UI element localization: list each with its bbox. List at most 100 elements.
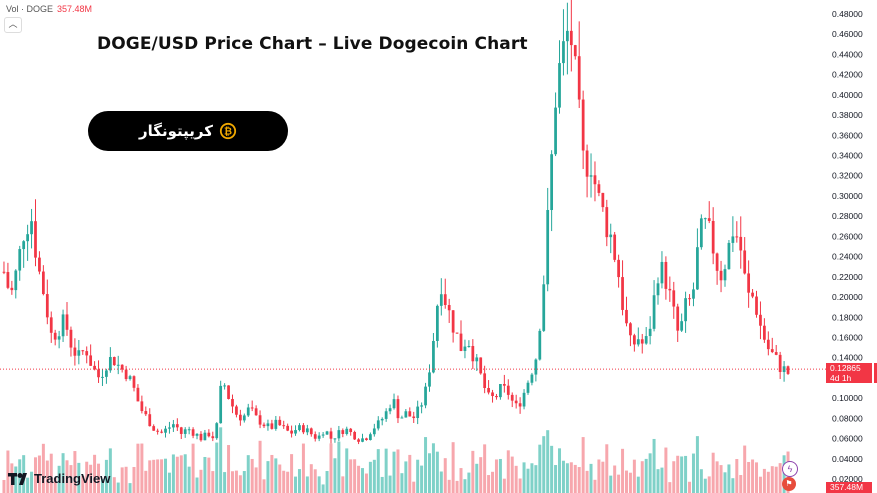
candle-body	[668, 288, 672, 291]
candle-body	[644, 336, 648, 344]
candle-body	[77, 350, 81, 356]
volume-bar	[660, 467, 664, 493]
candle-body	[538, 330, 542, 360]
volume-bar	[258, 440, 262, 493]
volume-bar	[593, 479, 597, 493]
volume-legend-label: Vol · DOGE	[6, 4, 54, 14]
volume-bar	[424, 437, 428, 493]
candle-body	[684, 298, 687, 322]
volume-bar	[104, 459, 108, 493]
volume-bar	[538, 444, 542, 493]
volume-bar	[715, 461, 719, 493]
volume-bar	[353, 459, 357, 493]
volume-bar	[337, 441, 341, 493]
candle-body	[782, 366, 786, 373]
candle-body	[550, 154, 554, 211]
candle-body	[747, 273, 751, 293]
volume-bar	[581, 437, 585, 493]
volume-bar	[652, 438, 656, 493]
volume-bar	[617, 474, 621, 493]
volume-bar	[664, 447, 668, 493]
candle-body	[542, 284, 546, 331]
volume-bar	[321, 484, 325, 493]
volume-bar	[361, 468, 365, 493]
candle-body	[199, 433, 203, 441]
volume-bar	[49, 453, 53, 493]
volume-bar	[695, 436, 699, 493]
candle-body	[562, 41, 565, 64]
volume-bar	[223, 472, 227, 493]
volume-bar	[475, 463, 479, 493]
candle-body	[53, 332, 57, 340]
volume-bar	[195, 477, 199, 493]
volume-bar	[636, 476, 640, 493]
volume-bar	[65, 460, 69, 493]
y-tick-label: 0.06000	[832, 434, 863, 444]
candle-body	[506, 385, 510, 395]
volume-bar	[680, 456, 684, 493]
brand-badge: کریپتونگار ₿	[88, 111, 288, 151]
y-tick-label: 0.26000	[832, 231, 863, 241]
volume-bar	[148, 460, 152, 493]
volume-bar	[132, 466, 136, 493]
candle-body	[349, 428, 353, 433]
candle-body	[605, 207, 609, 238]
volume-bar	[691, 453, 695, 493]
candlesticks	[2, 0, 790, 445]
volume-bar	[199, 469, 203, 493]
candle-body	[18, 249, 22, 271]
volume-bar	[699, 469, 703, 493]
collapse-legend-button[interactable]: ︿	[4, 17, 22, 33]
volume-bar	[211, 471, 215, 493]
candle-body	[179, 427, 183, 434]
volume-bar	[573, 464, 577, 493]
candle-body	[558, 63, 561, 108]
candle-body	[636, 339, 640, 345]
volume-bar	[164, 458, 168, 493]
volume-bar	[648, 453, 652, 493]
candle-body	[715, 253, 719, 271]
volume-bar	[762, 468, 766, 493]
candle-body	[26, 234, 29, 242]
candle-body	[329, 431, 333, 439]
volume-bar	[597, 459, 601, 493]
candle-body	[286, 425, 290, 431]
candle-body	[164, 428, 167, 433]
flag-event-icon[interactable]: ⚑	[782, 477, 796, 491]
candle-body	[613, 234, 617, 260]
candle-body	[227, 385, 230, 399]
candle-body	[298, 425, 301, 431]
volume-bar	[569, 462, 573, 493]
candle-body	[108, 357, 112, 371]
volume-bar	[364, 473, 368, 493]
tradingview-logo[interactable]: TradingView	[8, 471, 110, 486]
volume-bar	[274, 458, 278, 493]
candle-body	[345, 428, 349, 434]
lightning-event-icon[interactable]: ϟ	[782, 461, 798, 477]
candle-body	[207, 432, 211, 437]
volume-bar	[471, 450, 475, 493]
candle-body	[526, 382, 530, 393]
y-tick-label: 0.18000	[832, 312, 863, 322]
candle-body	[34, 221, 37, 258]
volume-bar	[431, 443, 435, 493]
y-tick-label: 0.14000	[832, 353, 863, 363]
volume-bar	[494, 459, 498, 493]
volume-bar	[152, 459, 156, 493]
volume-bar	[412, 481, 416, 493]
candle-body	[168, 427, 171, 429]
volume-bar	[585, 470, 589, 493]
volume-bar	[758, 476, 762, 493]
candle-body	[593, 175, 597, 185]
volume-bar	[739, 475, 743, 493]
volume-bar	[605, 444, 609, 493]
candle-body	[2, 271, 6, 273]
candle-body	[290, 430, 293, 434]
y-tick-label: 0.48000	[832, 9, 863, 19]
volume-bar	[766, 471, 770, 493]
volume-bar	[558, 448, 562, 493]
volume-bar	[483, 444, 487, 493]
candle-countdown: 4d 1h	[830, 373, 852, 383]
candle-body	[120, 364, 124, 370]
